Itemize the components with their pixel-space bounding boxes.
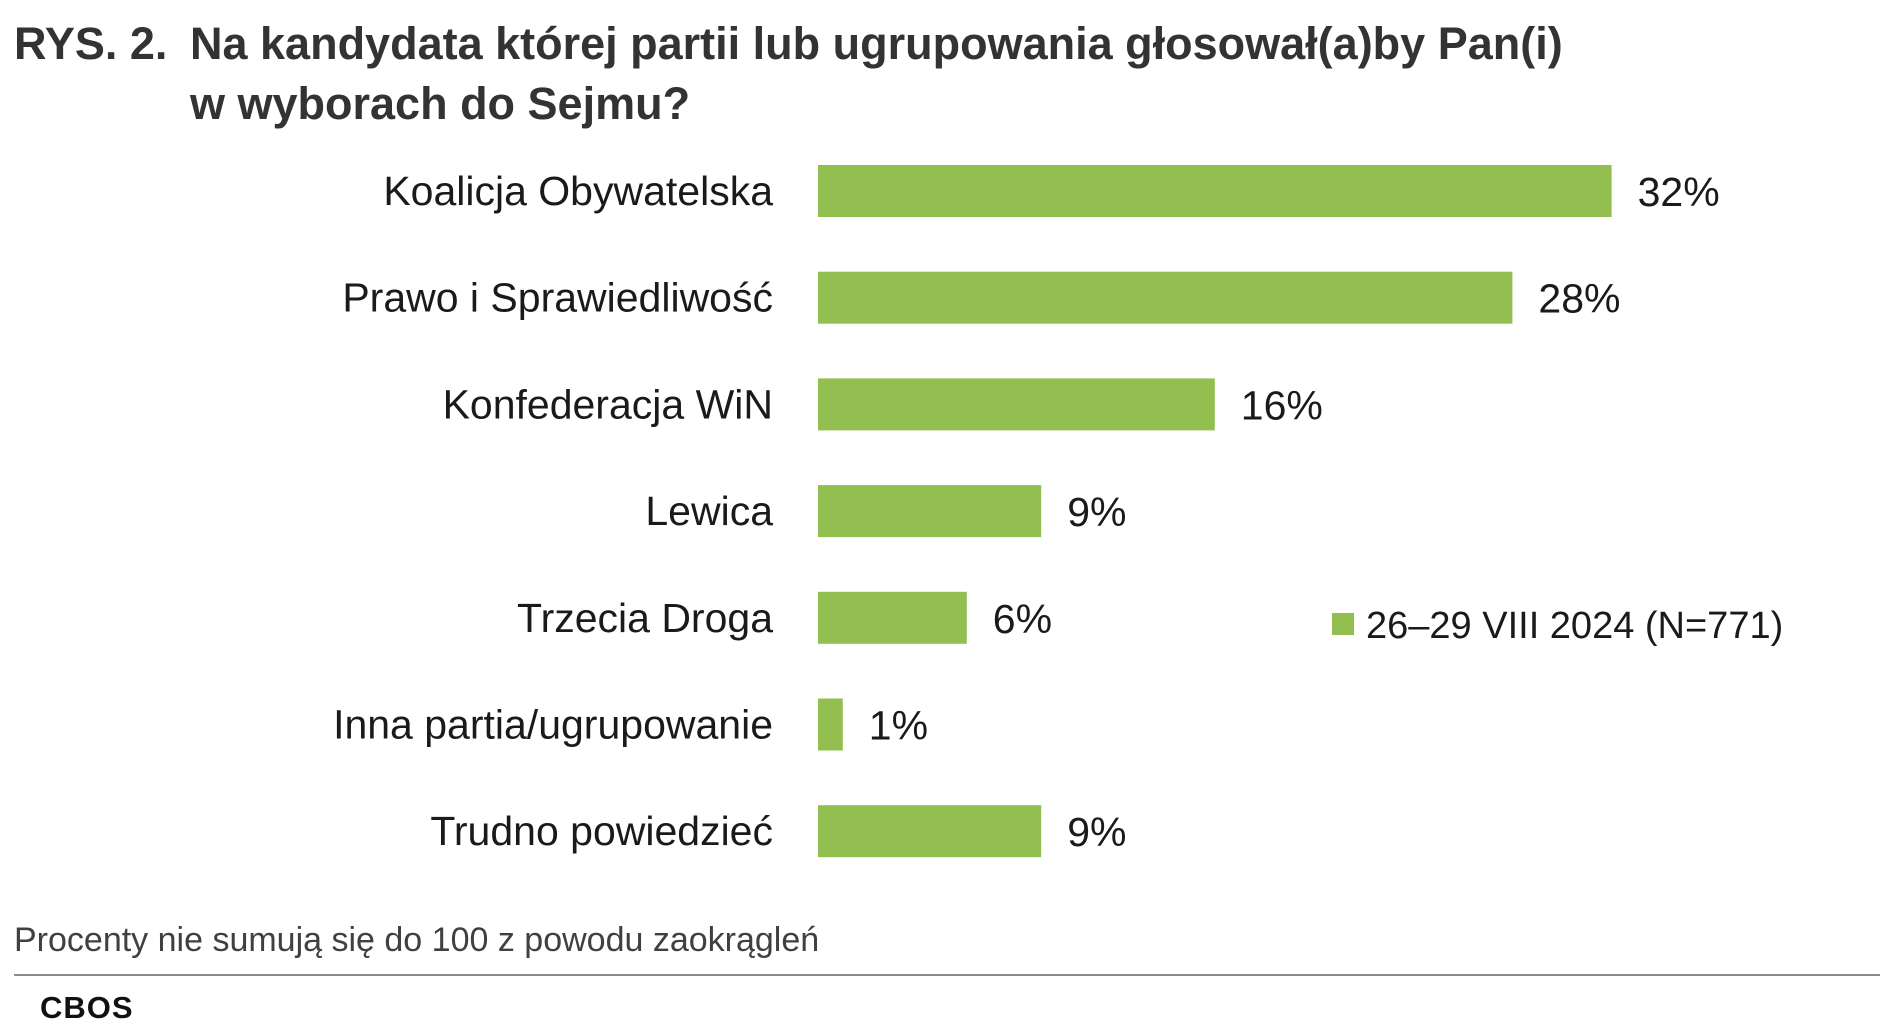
figure-number: RYS. 2.: [14, 18, 168, 69]
bars-group: Koalicja Obywatelska 32% Prawo i Sprawiedl…: [333, 165, 1720, 858]
category-label: Trzecia Droga: [517, 595, 773, 641]
bar-chart: Koalicja Obywatelska 32% Prawo i Sprawiedl…: [333, 165, 1783, 858]
footnote: Procenty nie sumują się do 100 z powodu …: [14, 921, 820, 959]
data-label: 9%: [1067, 489, 1126, 535]
bar: [818, 165, 1612, 217]
legend: 26–29 VIII 2024 (N=771): [1332, 605, 1783, 647]
title-line-1: Na kandydata której partii lub ugrupowan…: [190, 18, 1563, 69]
category-label: Trudno powiedzieć: [430, 808, 773, 854]
bar: [818, 698, 843, 751]
legend-label: 26–29 VIII 2024 (N=771): [1366, 605, 1783, 647]
category-label: Inna partia/ugrupowanie: [333, 702, 773, 748]
data-label: 1%: [869, 703, 928, 749]
bar: [818, 485, 1042, 538]
bar: [818, 271, 1513, 324]
data-label: 28%: [1538, 276, 1620, 322]
category-label: Koalicja Obywatelska: [383, 168, 773, 214]
data-label: 32%: [1638, 169, 1720, 215]
data-label: 16%: [1241, 382, 1323, 428]
data-label: 9%: [1067, 809, 1126, 855]
bar: [818, 805, 1042, 858]
category-label: Prawo i Sprawiedliwość: [342, 275, 773, 321]
title-line-2: w wyborach do Sejmu?: [190, 78, 691, 129]
bar: [818, 378, 1215, 431]
bar: [818, 591, 967, 644]
category-label: Lewica: [645, 488, 773, 534]
legend-swatch: [1332, 613, 1354, 635]
category-label: Konfederacja WiN: [443, 381, 773, 427]
source-label: CBOS: [40, 990, 134, 1025]
data-label: 6%: [993, 596, 1052, 642]
footer-divider: [14, 974, 1880, 976]
